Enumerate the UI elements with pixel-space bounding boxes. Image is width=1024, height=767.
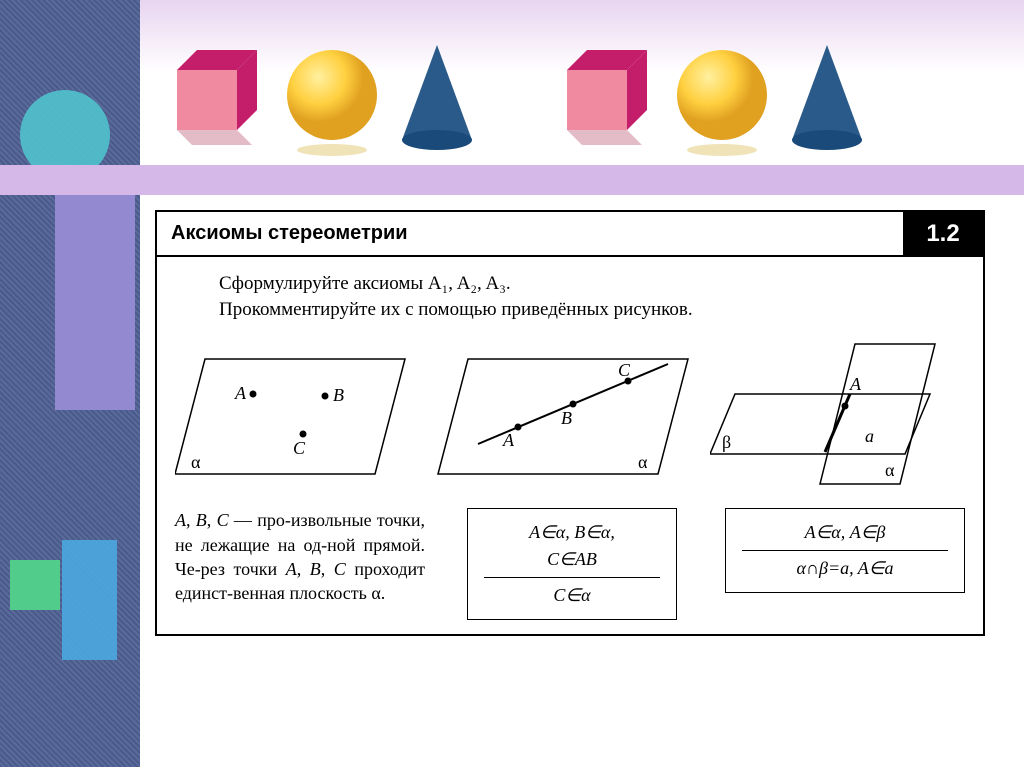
label-A: A [502,430,515,450]
diagram-axiom-3: A a β α [710,334,965,494]
diagram-axiom-2: A B C α [433,334,693,484]
diagram-axiom-1: A B C α [175,334,415,484]
axiom-1-prose: A, B, C — про-извольные точки, не лежащи… [175,508,425,605]
axiom-2-math: A∈α, B∈α, C∈AB C∈α [467,508,677,620]
top-shapes-row [0,20,1024,160]
cone-icon [397,40,477,160]
violet-rect-accent [55,190,135,410]
label-C: C [618,360,631,380]
label-A: A [849,374,862,394]
cone-icon [787,40,867,160]
label-beta: β [722,432,731,452]
cube-icon [157,40,267,160]
label-B: B [333,385,344,405]
math-mid: C∈AB [484,546,660,573]
label-alpha: α [638,452,648,472]
content-card: Аксиомы стереометрии 1.2 Сформулируйте а… [155,210,985,636]
fraction-line [742,550,948,551]
label-B: B [561,408,572,428]
fraction-line [484,577,660,578]
sphere-icon [282,40,382,160]
math-bot: C∈α [484,582,660,609]
green-square-accent [10,560,60,610]
label-alpha: α [885,460,895,480]
shape-group [547,20,867,160]
label-alpha: α [191,452,201,472]
diagrams-row: A B C α A B C α [175,334,965,494]
math-top: A∈α, A∈β [742,519,948,546]
math-bot: α∩β=a, A∈a [742,555,948,582]
blue-rect-accent [62,540,117,660]
card-title: Аксиомы стереометрии [157,212,903,255]
intro-line-2: Прокомментируйте их с помощью приведённы… [219,299,693,320]
card-header: Аксиомы стереометрии 1.2 [157,212,983,257]
card-body: Сформулируйте аксиомы A₁, A₂, A₃. Проком… [157,257,983,634]
math-top: A∈α, B∈α, [484,519,660,546]
intro-line-1: Сформулируйте аксиомы A₁, A₂, A₃. [219,273,511,294]
axiom-3-math: A∈α, A∈β α∩β=a, A∈a [725,508,965,593]
explanations-row: A, B, C — про-извольные точки, не лежащи… [175,508,965,620]
shape-group [157,20,477,160]
cube-icon [547,40,657,160]
section-number: 1.2 [903,212,983,255]
sphere-icon [672,40,772,160]
lavender-strip [0,165,1024,195]
intro-text: Сформулируйте аксиомы A₁, A₂, A₃. Проком… [219,271,965,322]
label-C: C [293,438,306,458]
label-A: A [234,383,247,403]
label-a: a [865,426,874,446]
